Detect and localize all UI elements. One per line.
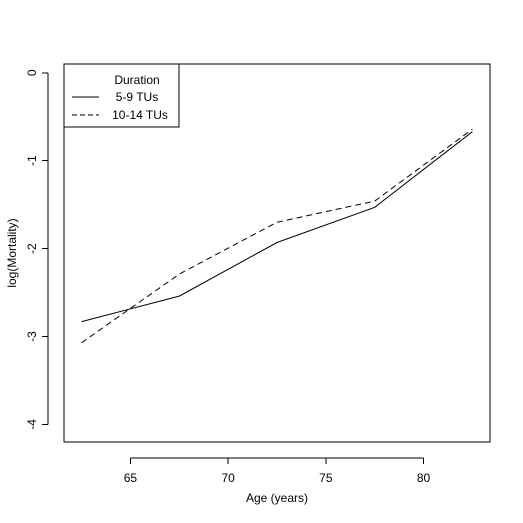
y-tick-label: -4 bbox=[25, 419, 39, 430]
x-axis-label: Age (years) bbox=[246, 491, 308, 505]
y-axis-label: log(Mortality) bbox=[5, 218, 19, 287]
y-tick-label: -2 bbox=[25, 243, 39, 254]
y-axis: -4 -3 -2 -1 0 bbox=[25, 69, 49, 430]
x-tick-label: 65 bbox=[124, 471, 138, 485]
series-line-2 bbox=[81, 128, 473, 344]
legend-box bbox=[63, 63, 180, 128]
series-line-1 bbox=[81, 131, 473, 323]
legend-title: Duration bbox=[114, 73, 159, 87]
legend: Duration 5-9 TUs 10-14 TUs bbox=[63, 63, 180, 128]
legend-entry-label-2: 10-14 TUs bbox=[112, 108, 168, 122]
x-tick-label: 75 bbox=[319, 471, 333, 485]
y-tick-label: -3 bbox=[25, 331, 39, 342]
series-layer bbox=[81, 128, 473, 344]
x-tick-label: 80 bbox=[417, 471, 431, 485]
x-tick-label: 70 bbox=[221, 471, 235, 485]
x-axis: 65 70 75 80 bbox=[124, 457, 431, 485]
y-tick-label: 0 bbox=[25, 69, 39, 76]
y-tick-label: -1 bbox=[25, 155, 39, 166]
legend-entry-label-1: 5-9 TUs bbox=[116, 90, 158, 104]
plot-frame bbox=[63, 63, 491, 443]
